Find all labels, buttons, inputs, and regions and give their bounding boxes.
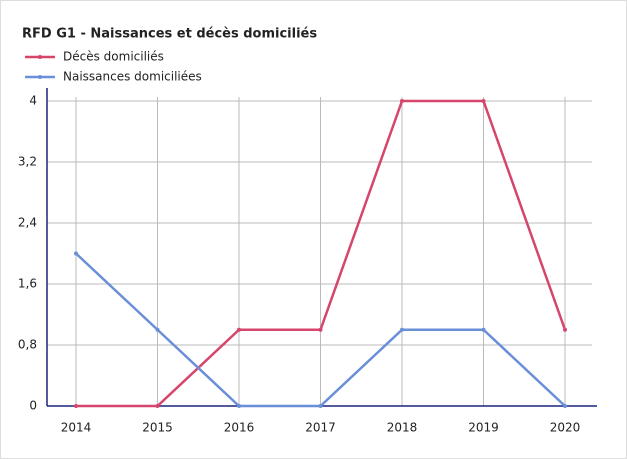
y-tick-label: 4 bbox=[29, 94, 37, 108]
x-tick-label: 2014 bbox=[61, 421, 92, 435]
legend-dot bbox=[38, 75, 42, 79]
y-tick-label: 0,8 bbox=[18, 338, 37, 352]
point bbox=[318, 404, 323, 408]
legend-label: Décès domiciliés bbox=[63, 50, 164, 64]
point bbox=[400, 327, 404, 332]
x-tick-label: 2019 bbox=[468, 421, 499, 435]
legend-dot bbox=[38, 55, 42, 59]
point bbox=[563, 404, 567, 408]
y-tick-label: 0 bbox=[29, 399, 37, 413]
point bbox=[481, 99, 486, 103]
y-tick-label: 3,2 bbox=[18, 155, 37, 169]
point bbox=[155, 327, 160, 332]
point bbox=[237, 327, 241, 332]
point bbox=[155, 404, 160, 408]
y-tick-label: 1,6 bbox=[18, 277, 37, 291]
point bbox=[237, 404, 241, 408]
point bbox=[400, 99, 404, 103]
x-tick-label: 2018 bbox=[387, 421, 418, 435]
point bbox=[74, 251, 78, 256]
x-tick-label: 2015 bbox=[142, 421, 173, 435]
y-tick-label: 2,4 bbox=[18, 216, 37, 230]
x-tick-label: 2020 bbox=[550, 421, 581, 435]
point bbox=[318, 327, 323, 332]
legend-label: Naissances domiciliées bbox=[63, 70, 202, 84]
x-tick-label: 2017 bbox=[305, 421, 336, 435]
point bbox=[481, 327, 486, 332]
point bbox=[563, 327, 567, 332]
chart-title: RFD G1 - Naissances et décès domiciliés bbox=[22, 27, 317, 42]
point bbox=[74, 404, 78, 408]
x-tick-label: 2016 bbox=[224, 421, 255, 435]
